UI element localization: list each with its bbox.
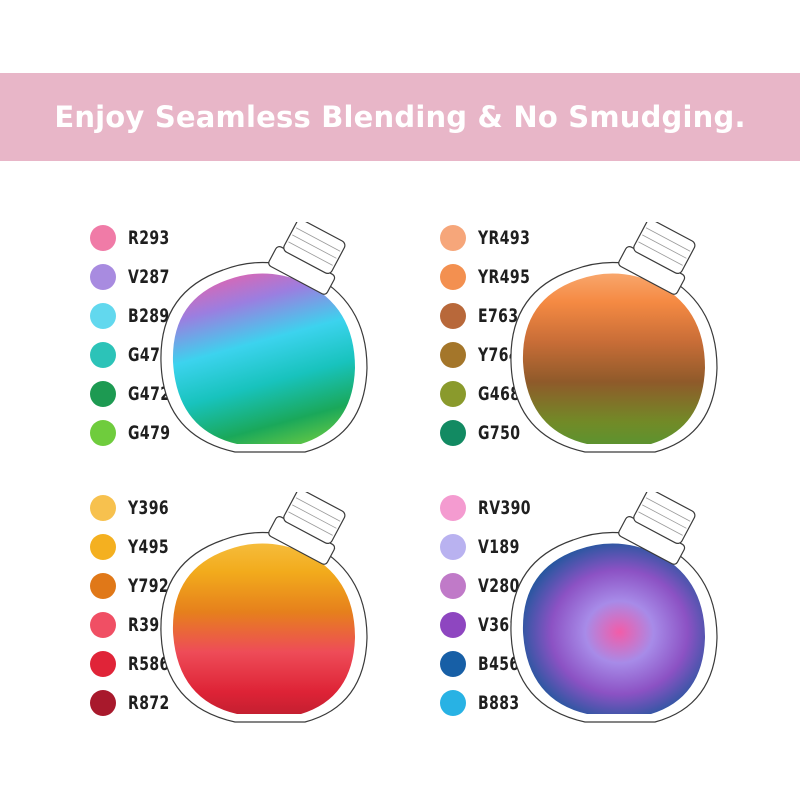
swatch-item: R393	[90, 609, 179, 641]
swatch-item: B456	[440, 648, 529, 680]
swatch-item: R872	[90, 687, 179, 719]
swatch-item: Y792	[90, 570, 178, 602]
color-code-label: G468	[478, 383, 521, 405]
color-code-label: B883	[478, 692, 520, 714]
swatch-item: V189	[440, 531, 529, 563]
banner-title: Enjoy Seamless Blending & No Smudging.	[54, 100, 746, 134]
color-code-label: Y792	[128, 575, 170, 597]
swatch-item: RV390	[440, 492, 543, 524]
jar-lid	[618, 492, 696, 565]
color-dot	[90, 342, 116, 368]
color-dot	[90, 381, 116, 407]
color-code-label: B289	[128, 305, 170, 327]
swatch-item: R293	[90, 222, 179, 254]
swatch-item: B289	[90, 300, 179, 332]
color-code-label: YR495	[478, 266, 531, 288]
jar-lid	[618, 222, 696, 295]
color-dot	[90, 225, 116, 251]
swatch-item: Y396	[90, 492, 178, 524]
swatch-item: V369	[440, 609, 529, 641]
swatch-item: G479	[90, 417, 180, 449]
color-dot	[440, 303, 466, 329]
swatch-item: Y495	[90, 531, 178, 563]
color-dot	[440, 264, 466, 290]
jar-illustration	[505, 492, 725, 732]
color-code-label: B456	[478, 653, 520, 675]
color-dot	[440, 651, 466, 677]
color-code-label: Y495	[128, 536, 170, 558]
color-code-label: G474	[128, 344, 171, 366]
color-dot	[90, 612, 116, 638]
swatch-item: R586	[90, 648, 179, 680]
color-dot	[440, 495, 466, 521]
color-code-label: R293	[128, 227, 170, 249]
panel-top-right: YR493 YR495 E763 Y764 G468 G750	[440, 222, 800, 482]
swatch-item: G474	[90, 339, 180, 371]
color-dot	[90, 534, 116, 560]
jar-color-fill	[172, 543, 356, 714]
color-dot	[440, 420, 466, 446]
color-code-label: G750	[478, 422, 521, 444]
color-dot	[440, 573, 466, 599]
panel-top-left: R293 V287 B289 G474 G472 G479	[90, 222, 470, 482]
color-dot	[440, 690, 466, 716]
color-dot	[90, 420, 116, 446]
color-dot	[440, 342, 466, 368]
swatch-item: Y764	[440, 339, 528, 371]
swatch-item: G468	[440, 378, 530, 410]
color-code-label: R872	[128, 692, 170, 714]
jar-illustration	[505, 222, 725, 462]
color-code-label: Y396	[128, 497, 170, 519]
color-dot	[440, 381, 466, 407]
jar-color-fill	[522, 273, 706, 444]
color-code-label: E763	[478, 305, 519, 327]
color-dot	[90, 495, 116, 521]
swatch-item: V287	[90, 261, 179, 293]
color-dot	[90, 264, 116, 290]
header-banner: Enjoy Seamless Blending & No Smudging.	[0, 73, 800, 161]
color-code-label: YR493	[478, 227, 531, 249]
swatch-item: E763	[440, 300, 527, 332]
jar-color-fill	[522, 543, 706, 714]
color-dot	[90, 573, 116, 599]
swatch-item: V280	[440, 570, 529, 602]
swatch-item: YR495	[440, 261, 542, 293]
color-code-label: R393	[128, 614, 170, 636]
color-dot	[90, 690, 116, 716]
panel-bottom-right: RV390 V189 V280 V369 B456 B883	[440, 492, 800, 752]
jar-illustration	[155, 492, 375, 732]
swatch-item: G750	[440, 417, 530, 449]
color-code-label: RV390	[478, 497, 531, 519]
jar-color-fill	[172, 273, 356, 444]
jar-illustration	[155, 222, 375, 462]
color-dot	[440, 612, 466, 638]
color-code-label: V280	[478, 575, 520, 597]
color-code-label: V189	[478, 536, 520, 558]
swatch-item: B883	[440, 687, 529, 719]
color-dot	[440, 534, 466, 560]
color-dot	[90, 651, 116, 677]
color-code-label: G479	[128, 422, 171, 444]
swatch-item: YR493	[440, 222, 542, 254]
jar-lid	[268, 492, 346, 565]
jar-lid	[268, 222, 346, 295]
color-code-label: V287	[128, 266, 170, 288]
panel-bottom-left: Y396 Y495 Y792 R393 R586 R872	[90, 492, 470, 752]
color-code-label: V369	[478, 614, 520, 636]
color-dot	[90, 303, 116, 329]
color-code-label: Y764	[478, 344, 520, 366]
swatch-item: G472	[90, 378, 180, 410]
color-dot	[440, 225, 466, 251]
color-code-label: G472	[128, 383, 171, 405]
color-code-label: R586	[128, 653, 170, 675]
